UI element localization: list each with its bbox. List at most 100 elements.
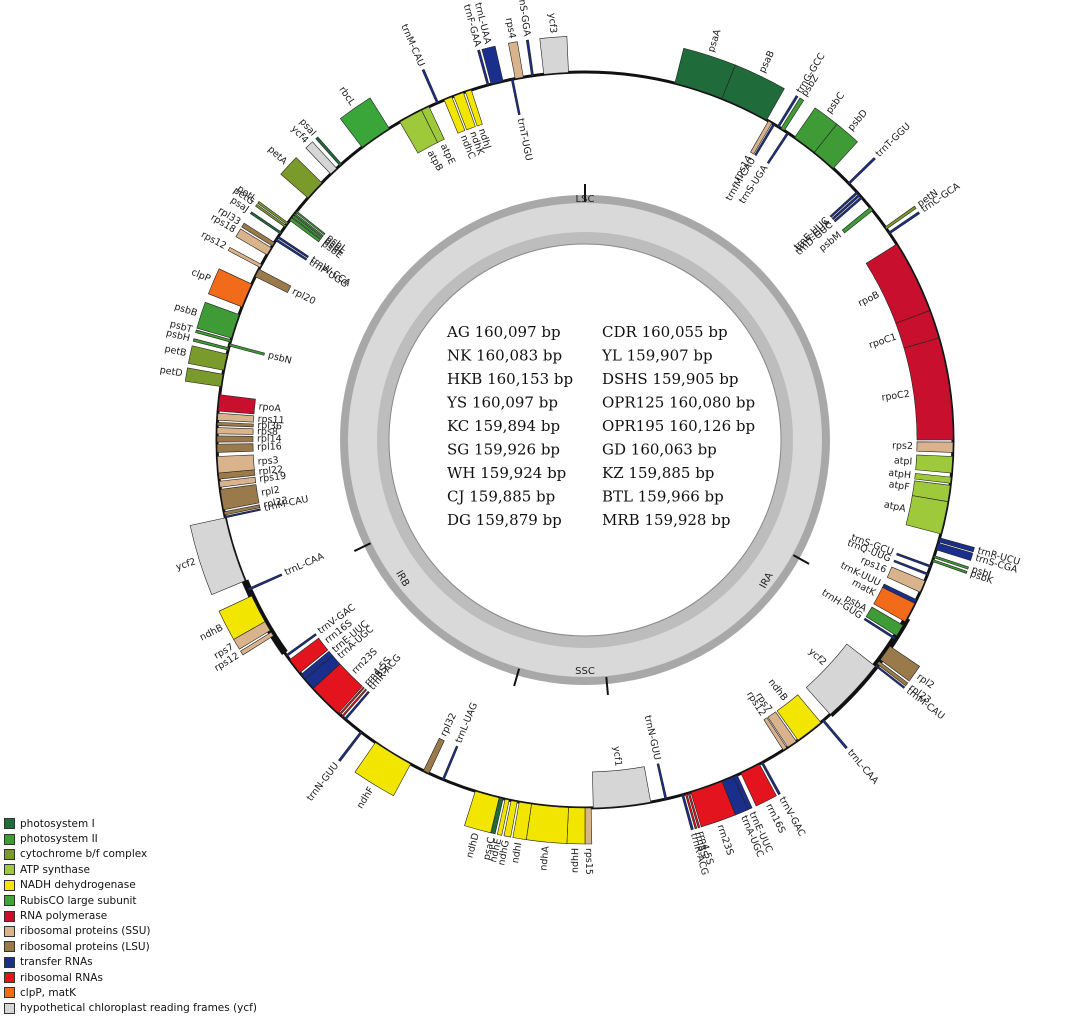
gene-petg	[255, 203, 287, 228]
gene-label: trnN-GUU	[642, 714, 663, 761]
legend-swatch	[4, 864, 15, 876]
gene-label: petB	[163, 344, 187, 359]
gene-psbb	[196, 301, 240, 339]
legend-item: ribosomal RNAs	[4, 970, 304, 985]
gene-trnd-guc	[833, 196, 863, 223]
genome-size-entry: DSHS 159,905 bp	[602, 370, 738, 388]
genome-size-entry: DG 159,879 bp	[447, 511, 562, 529]
gene-trnr-acg	[681, 794, 694, 831]
gene-label: rbcL	[336, 85, 357, 109]
gene-label: rpl36	[257, 420, 282, 432]
gene-trnfm-cau	[754, 123, 776, 156]
gene-rpl32	[423, 737, 445, 774]
gene-psbf	[291, 215, 323, 240]
gene-rrn23s	[690, 781, 736, 828]
gene-label: trnT-UGU	[515, 117, 534, 161]
legend-label: RubisCO large subunit	[20, 894, 137, 907]
gene-label: rps19	[259, 471, 287, 485]
region-label-ssc: SSC	[575, 666, 595, 677]
gene-matk	[873, 586, 916, 623]
gene-trnl-caa	[822, 719, 848, 750]
gene-petd	[184, 367, 224, 387]
gene-psbk	[931, 559, 968, 574]
genome-size-entry: OPR125 160,080 bp	[602, 394, 755, 412]
genome-size-entry: BTL 159,966 bp	[602, 488, 724, 506]
legend-item: cytochrome b/f complex	[4, 847, 304, 862]
gene-rps11	[217, 412, 255, 423]
gene-label: rps2	[892, 441, 913, 452]
gene-trnh-gug	[863, 617, 896, 640]
gene-rrn5s	[684, 793, 698, 830]
gene-trnn-guu	[338, 731, 363, 762]
genome-size-entry: KC 159,894 bp	[447, 417, 560, 435]
gene-ndhj	[465, 89, 483, 127]
gene-ndhi	[512, 801, 532, 841]
gene-ndhf	[354, 742, 412, 797]
genome-size-list: AG 160,097 bp CDR 160,055 bp NK 160,083 bp…	[446, 323, 755, 529]
gene-label: petA	[265, 144, 289, 167]
genome-size-entry: CDR 160,055 bp	[602, 323, 728, 341]
legend-label: ATP synthase	[20, 863, 90, 876]
gene-label: psaB	[757, 49, 777, 75]
gene-rpl20	[254, 268, 292, 294]
gene-label: rrn23S	[715, 823, 736, 856]
gene-label: rpoB	[857, 289, 882, 309]
gene-trnm-cau	[421, 69, 439, 104]
gene-trnt-ugu	[510, 78, 521, 116]
gc-center	[388, 243, 782, 637]
gene-rps12	[240, 631, 274, 656]
gene-label: psaA	[706, 28, 724, 54]
gene-label: atpH	[888, 468, 912, 481]
gene-rps2	[916, 441, 954, 453]
gene-trnc-gca	[888, 211, 921, 235]
gene-psbn	[228, 343, 265, 356]
legend: photosystem I photosystem II cytochrome b/…	[4, 816, 304, 1016]
gene-ndhb	[776, 694, 822, 741]
gene-trnr-ucu	[938, 537, 975, 553]
gene-rpl2	[219, 484, 260, 511]
gene-label: ycf3	[546, 13, 559, 34]
gene-rpl23	[876, 660, 909, 687]
legend-swatch	[4, 848, 15, 860]
gene-label: ndhB	[198, 622, 225, 643]
gene-trnv-gac	[760, 761, 781, 796]
gene-atpi	[915, 454, 953, 474]
region-boundary-tick	[792, 554, 810, 565]
gene-label: trnS-GGA	[515, 0, 532, 37]
gene-rpoc2	[903, 337, 954, 441]
legend-swatch	[4, 941, 15, 953]
gene-ndhg	[503, 800, 518, 838]
legend-item: clpP, matK	[4, 985, 304, 1000]
legend-item: RNA polymerase	[4, 908, 304, 923]
gene-trnf-gaa	[477, 49, 490, 86]
gene-trnn-guu	[656, 763, 668, 800]
gene-rpl14	[216, 435, 254, 443]
legend-label: clpP, matK	[20, 986, 77, 999]
gene-label: trnN-GUU	[305, 761, 342, 804]
gene-psbt	[195, 329, 232, 343]
gene-label: psbC	[824, 90, 847, 116]
gene-label: rpoC2	[881, 389, 911, 404]
gene-trnq-uug	[893, 559, 929, 576]
gene-label: rps3	[257, 455, 279, 467]
legend-swatch	[4, 1002, 15, 1014]
gene-trnm-cau	[224, 508, 261, 519]
genome-size-entry: YL 159,907 bp	[601, 347, 713, 365]
gene-label: rps11	[257, 414, 285, 427]
gene-trny-gua	[831, 193, 861, 221]
gene-label: atpF	[888, 479, 910, 493]
gene-trnv-gac	[285, 633, 317, 657]
gene-trnw-cca	[277, 235, 309, 259]
gene-label: ndhE	[488, 838, 504, 864]
gene-trns-gga	[525, 39, 534, 77]
legend-item: ATP synthase	[4, 862, 304, 877]
gene-atpa	[905, 495, 949, 535]
region-boundary-tick	[513, 668, 521, 687]
gene-psbz	[780, 97, 805, 132]
gene-rrn16s	[289, 637, 329, 674]
gene-label: clpP	[190, 267, 213, 285]
gene-atpe	[421, 106, 445, 143]
legend-label: ribosomal RNAs	[20, 971, 103, 984]
gene-ndhh	[566, 807, 586, 845]
